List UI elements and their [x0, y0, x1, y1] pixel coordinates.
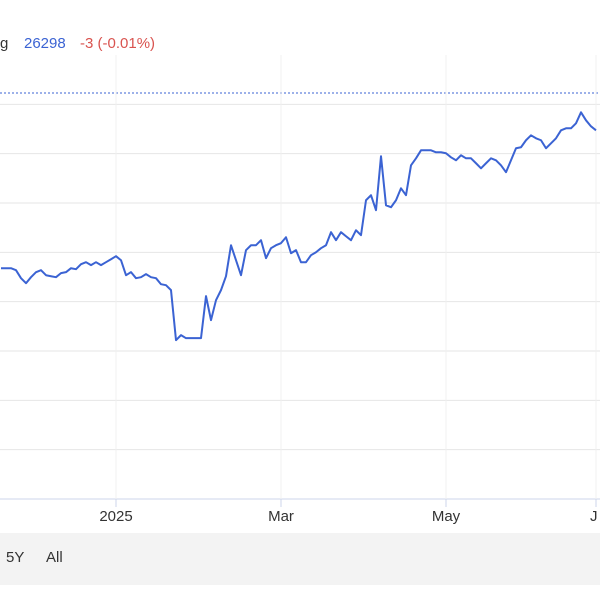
range-button[interactable]: 5Y [6, 549, 24, 566]
range-button[interactable]: All [46, 549, 63, 566]
x-tick-label: May [432, 508, 461, 525]
x-tick-label: J [590, 508, 598, 525]
symbol: g [0, 35, 8, 52]
range-bar [0, 533, 600, 585]
price-line [1, 111, 597, 342]
x-tick-label: Mar [268, 508, 294, 525]
price: 26298 [24, 35, 66, 52]
x-tick-label: 2025 [99, 508, 132, 525]
change: -3 (-0.01%) [80, 35, 155, 52]
